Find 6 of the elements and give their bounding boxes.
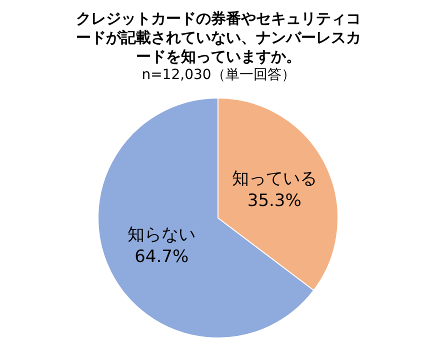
slice-label: 知っている — [232, 168, 317, 189]
chart-subtitle: n=12,030（単一回答） — [142, 67, 296, 83]
data-label: 35.3% — [247, 190, 302, 211]
data-label: 64.7% — [134, 247, 189, 268]
slice-label: 知らない — [128, 225, 196, 246]
chart-title: クレジットカードの券番やセキュリティコードが記載されていない、ナンバーレスカードを知っていますか。 — [76, 10, 361, 66]
